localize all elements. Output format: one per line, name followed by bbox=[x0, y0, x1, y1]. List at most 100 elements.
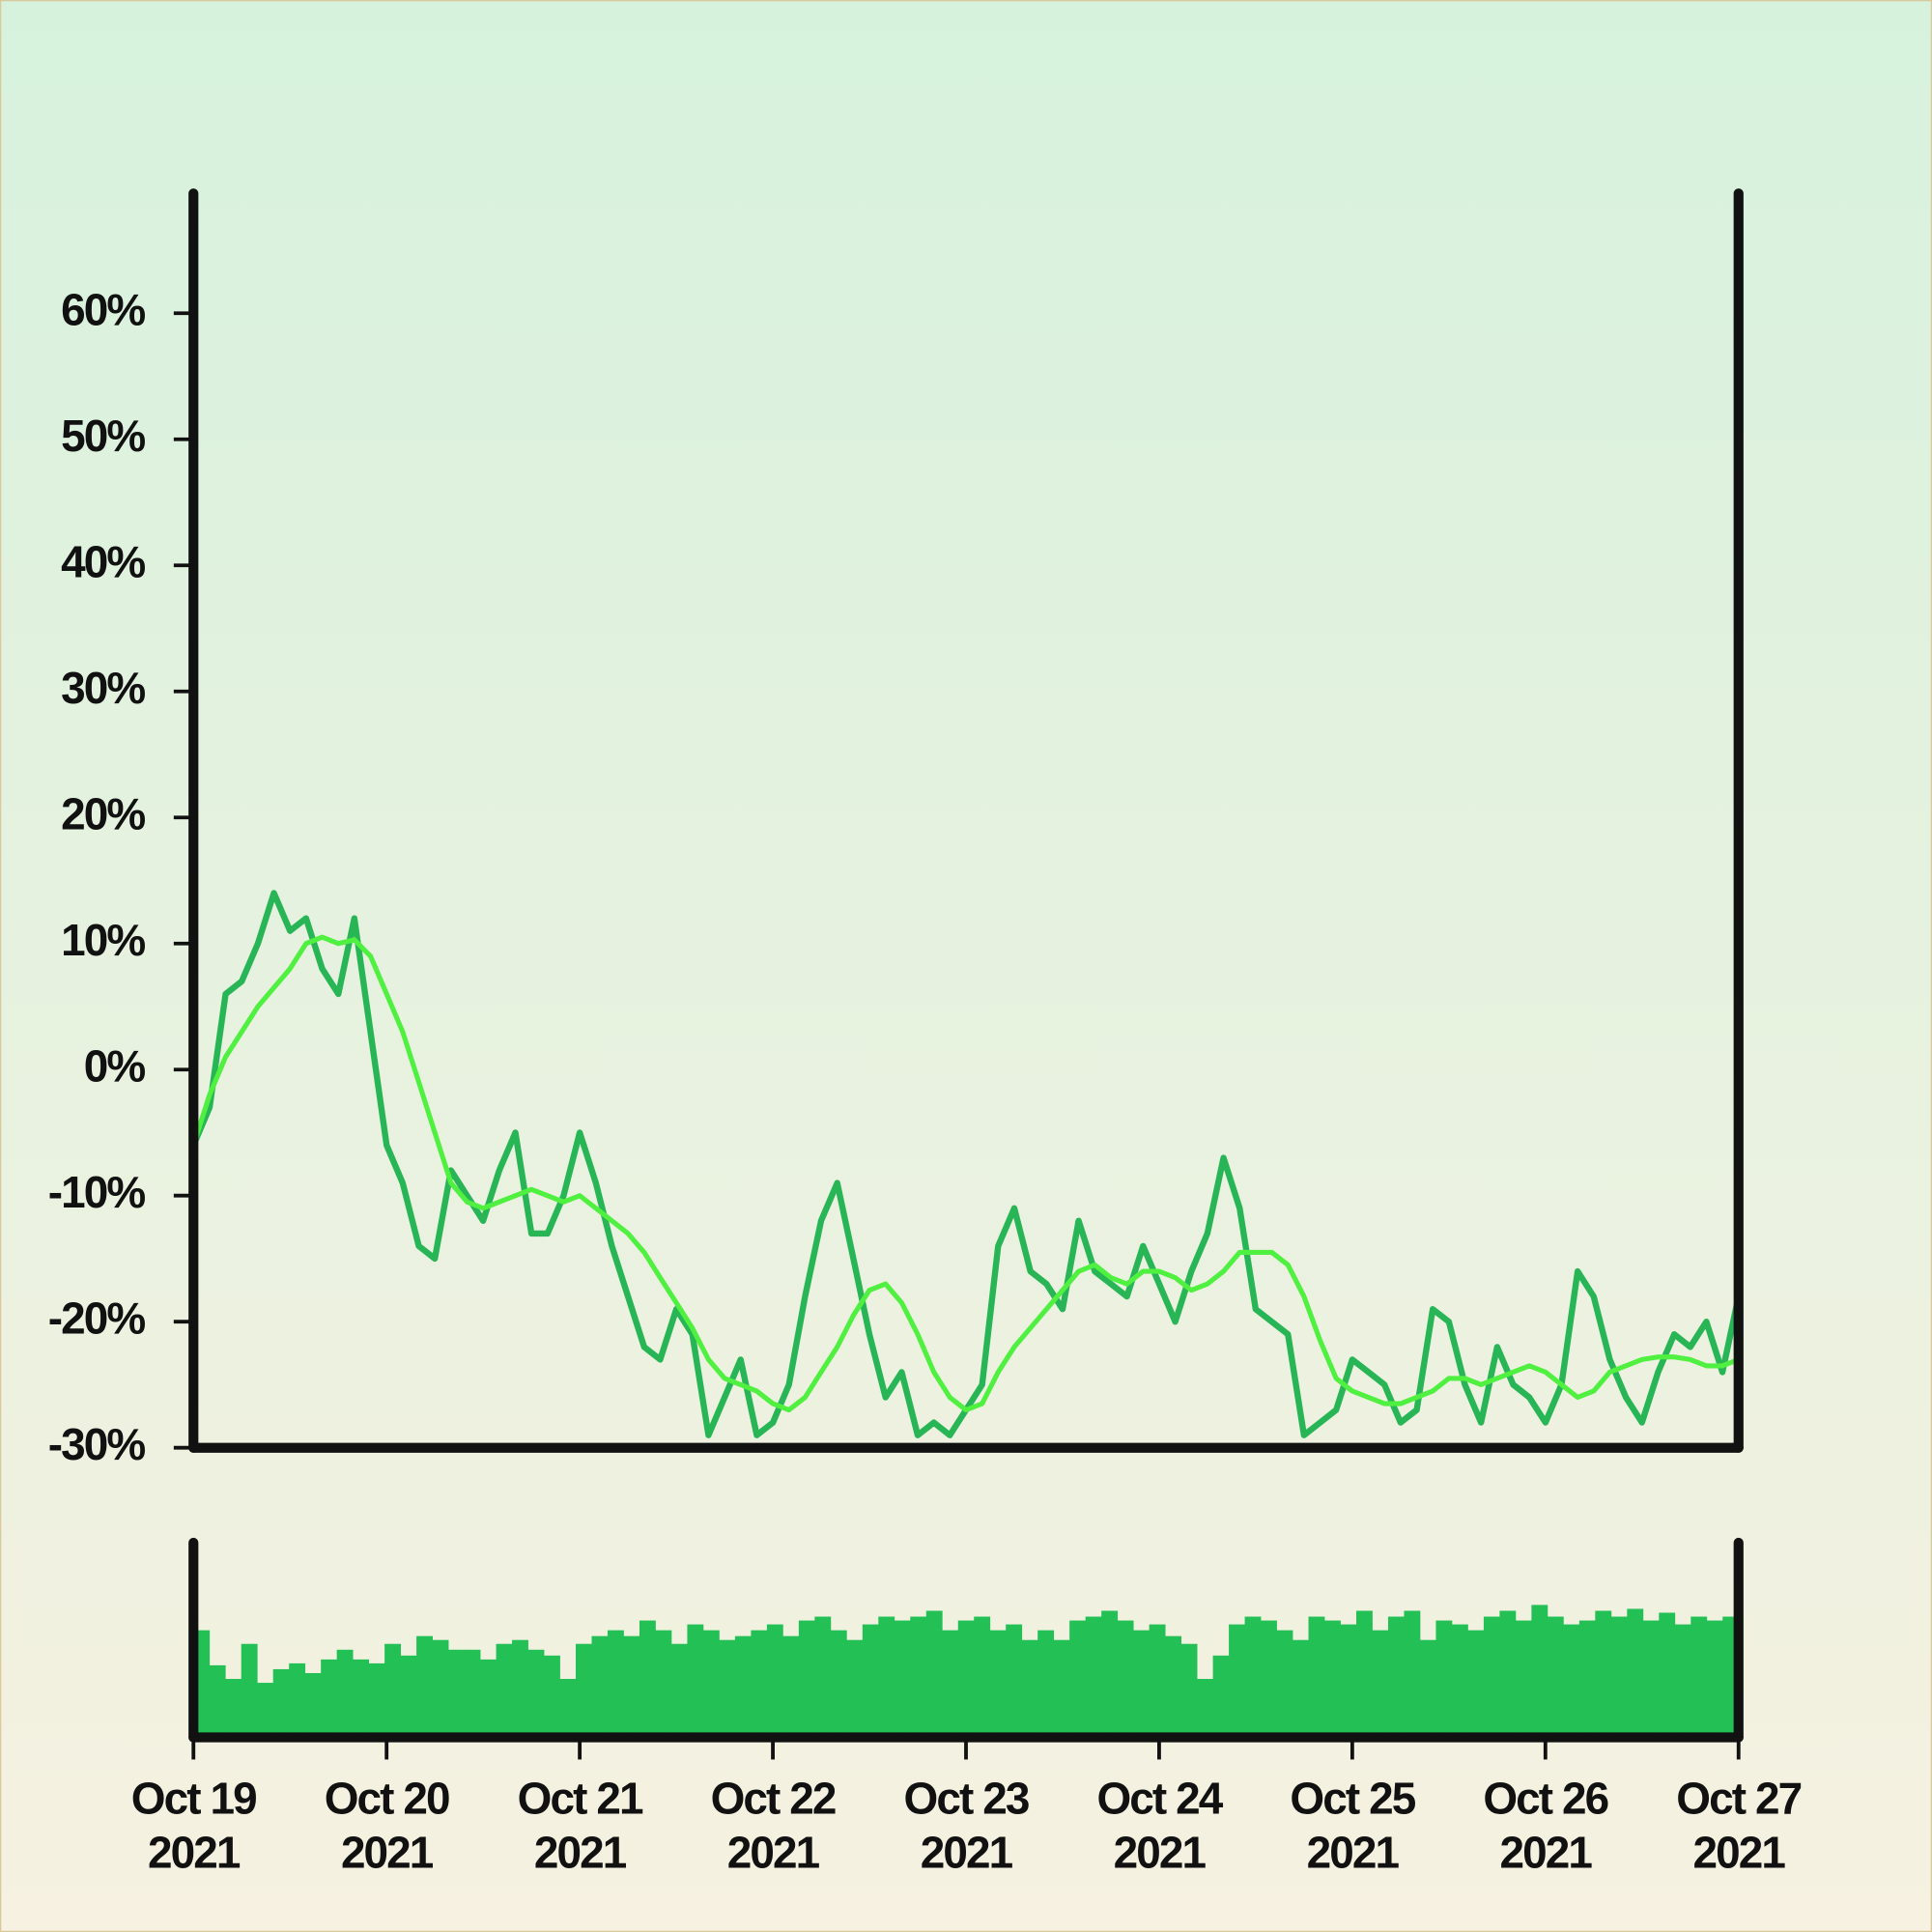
volume-bar bbox=[1085, 1616, 1102, 1738]
volume-bar bbox=[1610, 1616, 1628, 1738]
volume-bar bbox=[1229, 1624, 1245, 1738]
x-tick-label: Oct 22 2021 bbox=[710, 1773, 838, 1878]
volume-bar bbox=[368, 1662, 385, 1738]
volume-bar bbox=[670, 1643, 688, 1738]
x-tick-label-box: Oct 23 2021 bbox=[903, 1773, 1031, 1878]
x-tick-label-box: Oct 24 2021 bbox=[1096, 1773, 1223, 1878]
volume-bar bbox=[1627, 1608, 1644, 1738]
volume-bar bbox=[1387, 1616, 1405, 1738]
volume-bar bbox=[1355, 1610, 1373, 1738]
volume-bar bbox=[480, 1659, 497, 1738]
y-tick-label: 60% bbox=[61, 284, 145, 334]
volume-bar bbox=[862, 1624, 879, 1738]
volume-bar bbox=[1499, 1610, 1517, 1738]
volume-bar bbox=[1101, 1610, 1119, 1738]
x-tick-label: Oct 26 2021 bbox=[1483, 1773, 1609, 1878]
volume-bar bbox=[1149, 1624, 1166, 1738]
volume-bar bbox=[257, 1683, 274, 1738]
x-tick-label: Oct 27 2021 bbox=[1676, 1773, 1803, 1878]
x-tick-label-box: Oct 20 2021 bbox=[324, 1773, 451, 1878]
volume-bar bbox=[1642, 1620, 1660, 1738]
line-series bbox=[190, 934, 1740, 1413]
y-tick-label: 30% bbox=[61, 663, 145, 713]
volume-bar bbox=[1293, 1639, 1309, 1738]
volume-bar bbox=[1578, 1620, 1596, 1738]
volume-bar bbox=[989, 1630, 1007, 1738]
volume-bar bbox=[1563, 1624, 1580, 1738]
volume-bar bbox=[734, 1635, 752, 1738]
volume-bar bbox=[1595, 1610, 1612, 1738]
volume-panel: Oct 19 2021 Oct 20 2021 Oct 21 2021 Oct 22 … bbox=[131, 1537, 1803, 1878]
volume-bar bbox=[957, 1620, 975, 1738]
volume-bar bbox=[751, 1630, 768, 1738]
volume-bar bbox=[544, 1655, 560, 1738]
volume-bar bbox=[559, 1679, 577, 1738]
volume-bar bbox=[209, 1664, 226, 1738]
volume-bar bbox=[1340, 1624, 1357, 1738]
volume-bar bbox=[925, 1610, 943, 1738]
volume-bar bbox=[1467, 1630, 1485, 1738]
volume-bar bbox=[321, 1659, 338, 1738]
x-tick-label: Oct 23 2021 bbox=[903, 1773, 1031, 1878]
volume-bar bbox=[289, 1662, 306, 1738]
volume-bar bbox=[1674, 1624, 1691, 1738]
volume-bar bbox=[814, 1616, 832, 1738]
x-tick-label: Oct 20 2021 bbox=[324, 1773, 451, 1878]
volume-bar bbox=[1483, 1616, 1500, 1738]
volume-bar bbox=[878, 1616, 895, 1738]
volume-bar bbox=[576, 1643, 592, 1738]
volume-bar bbox=[910, 1616, 927, 1738]
volume-bar bbox=[464, 1649, 481, 1738]
volume-bar bbox=[719, 1639, 736, 1738]
volume-bar bbox=[1451, 1624, 1468, 1738]
volume-bar bbox=[894, 1620, 911, 1738]
volume-bar bbox=[1053, 1639, 1070, 1738]
y-tick-label: -30% bbox=[48, 1419, 146, 1469]
volume-bar bbox=[846, 1639, 864, 1738]
volume-bar bbox=[1244, 1616, 1262, 1738]
volume-bar bbox=[782, 1635, 800, 1738]
volume-bar bbox=[639, 1620, 656, 1738]
volume-bar bbox=[1547, 1616, 1564, 1738]
y-tick-label: -20% bbox=[48, 1293, 146, 1343]
volume-bar bbox=[1308, 1616, 1325, 1738]
x-tick-label-box: Oct 21 2021 bbox=[517, 1773, 644, 1878]
volume-bar bbox=[1180, 1643, 1198, 1738]
volume-bar bbox=[512, 1639, 528, 1738]
volume-bar bbox=[687, 1624, 704, 1738]
volume-bar bbox=[1037, 1630, 1055, 1738]
y-tick-label: 20% bbox=[61, 788, 145, 838]
x-tick-label-box: Oct 26 2021 bbox=[1483, 1773, 1609, 1878]
volume-bar bbox=[1324, 1620, 1341, 1738]
volume-bar bbox=[830, 1630, 847, 1738]
volume-bar bbox=[1021, 1639, 1038, 1738]
volume-bar bbox=[353, 1659, 370, 1738]
x-tick-label: Oct 25 2021 bbox=[1290, 1773, 1416, 1878]
volume-bar bbox=[1372, 1630, 1389, 1738]
volume-bar bbox=[432, 1639, 449, 1738]
x-tick-label: Oct 24 2021 bbox=[1096, 1773, 1223, 1878]
volume-bar bbox=[416, 1635, 433, 1738]
volume-bar bbox=[974, 1616, 991, 1738]
volume-bar bbox=[1690, 1616, 1708, 1738]
volume-bar bbox=[496, 1643, 513, 1738]
volume-bar bbox=[448, 1649, 465, 1738]
volume-bar bbox=[798, 1620, 815, 1738]
volume-bar bbox=[1706, 1620, 1723, 1738]
volume-bar bbox=[1117, 1620, 1134, 1738]
volume-bar bbox=[1659, 1612, 1676, 1738]
x-tick-label-box: Oct 27 2021 bbox=[1676, 1773, 1803, 1878]
volume-bar bbox=[384, 1643, 402, 1738]
volume-bar bbox=[655, 1630, 672, 1738]
y-tick-label: 10% bbox=[61, 915, 145, 965]
volume-bar bbox=[527, 1649, 545, 1738]
volume-bar bbox=[942, 1630, 959, 1738]
volume-bar bbox=[1531, 1605, 1548, 1738]
volume-bar bbox=[1212, 1655, 1230, 1738]
volume-bar bbox=[336, 1649, 354, 1738]
volume-bar bbox=[1515, 1620, 1532, 1738]
y-tick-label: 40% bbox=[61, 536, 145, 586]
x-tick-label: Oct 21 2021 bbox=[517, 1773, 644, 1878]
